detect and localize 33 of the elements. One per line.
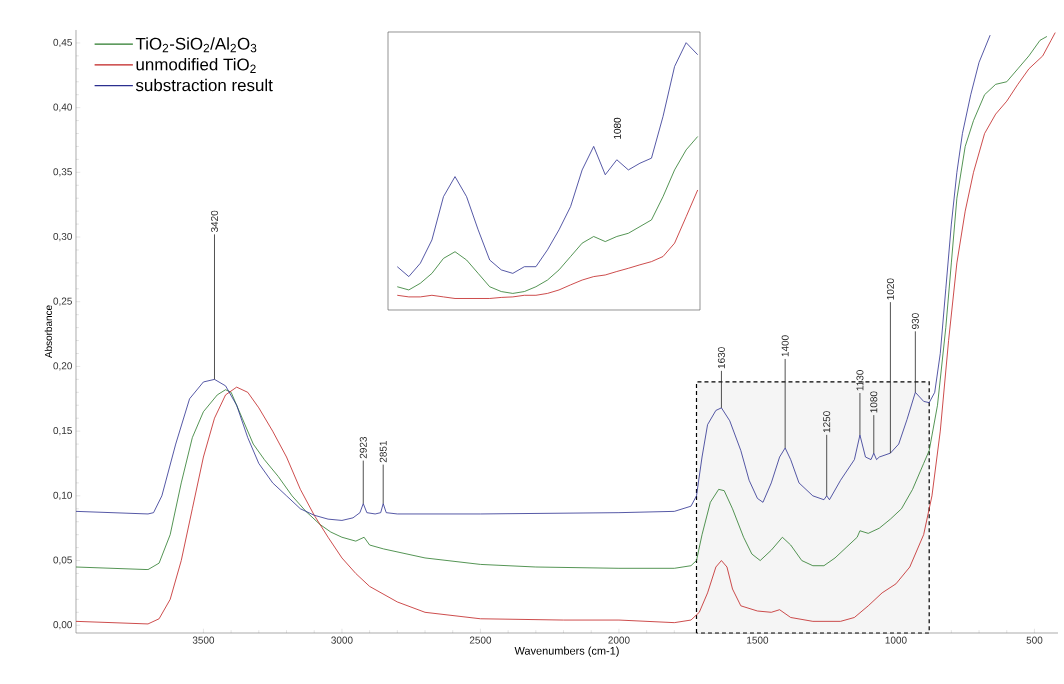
annotation: 1080 xyxy=(613,117,621,139)
x-tick-label: 500 xyxy=(1026,636,1043,644)
annotation: 1400 xyxy=(781,335,789,357)
y-tick-label: 0,00 xyxy=(53,621,72,630)
annotation: 1020 xyxy=(886,278,894,300)
annotation: 3420 xyxy=(210,210,219,233)
x-tick-label: 3000 xyxy=(331,636,353,644)
x-tick-label: 2500 xyxy=(469,636,492,644)
annotation: 1080 xyxy=(870,391,878,413)
legend-label: TiO$_{2}$-SiO$_{2}$/Al$_{2}$O$_{3}$ xyxy=(135,37,257,53)
annotation: 930 xyxy=(911,313,919,329)
y-tick-label: 0,15 xyxy=(53,427,72,436)
y-tick-label: 0,35 xyxy=(53,168,72,177)
annotation: 1630 xyxy=(717,347,725,369)
legend-label: unmodified TiO$_{2}$ xyxy=(136,58,256,73)
y-tick-label: 0,45 xyxy=(53,38,72,48)
x-axis-title: Wavenumbers (cm-1) xyxy=(514,646,619,657)
y-axis-title: Absorbance xyxy=(44,305,53,359)
annotation: 1130 xyxy=(856,370,864,391)
x-tick-label: 1500 xyxy=(747,636,769,644)
legend-label: substraction result xyxy=(135,78,273,92)
x-tick-label: 1000 xyxy=(885,636,907,644)
y-tick-label: 0,25 xyxy=(53,297,72,306)
y-tick-label: 0,20 xyxy=(53,362,72,371)
x-tick-label: 2000 xyxy=(608,636,630,644)
annotation: 2851 xyxy=(379,441,387,463)
y-tick-label: 0,10 xyxy=(53,491,72,500)
y-tick-label: 0,40 xyxy=(53,103,72,112)
annotation: 2923 xyxy=(359,436,367,459)
y-tick-label: 0,05 xyxy=(53,556,72,565)
annotation: 1250 xyxy=(823,411,831,433)
y-tick-label: 0,30 xyxy=(53,232,72,242)
x-tick-label: 3500 xyxy=(192,636,215,644)
